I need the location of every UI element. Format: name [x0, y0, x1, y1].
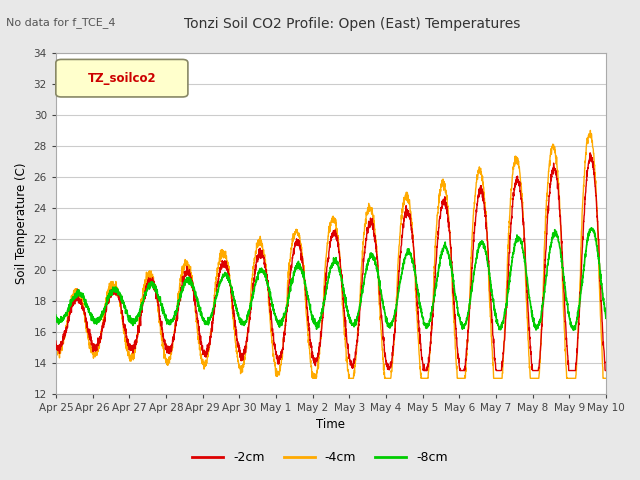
FancyBboxPatch shape [56, 60, 188, 97]
Text: No data for f_TCE_4: No data for f_TCE_4 [6, 17, 116, 28]
Legend: -2cm, -4cm, -8cm: -2cm, -4cm, -8cm [187, 446, 453, 469]
Text: TZ_soilco2: TZ_soilco2 [88, 72, 156, 84]
X-axis label: Time: Time [316, 419, 346, 432]
Y-axis label: Soil Temperature (C): Soil Temperature (C) [15, 162, 28, 284]
Text: Tonzi Soil CO2 Profile: Open (East) Temperatures: Tonzi Soil CO2 Profile: Open (East) Temp… [184, 17, 520, 31]
